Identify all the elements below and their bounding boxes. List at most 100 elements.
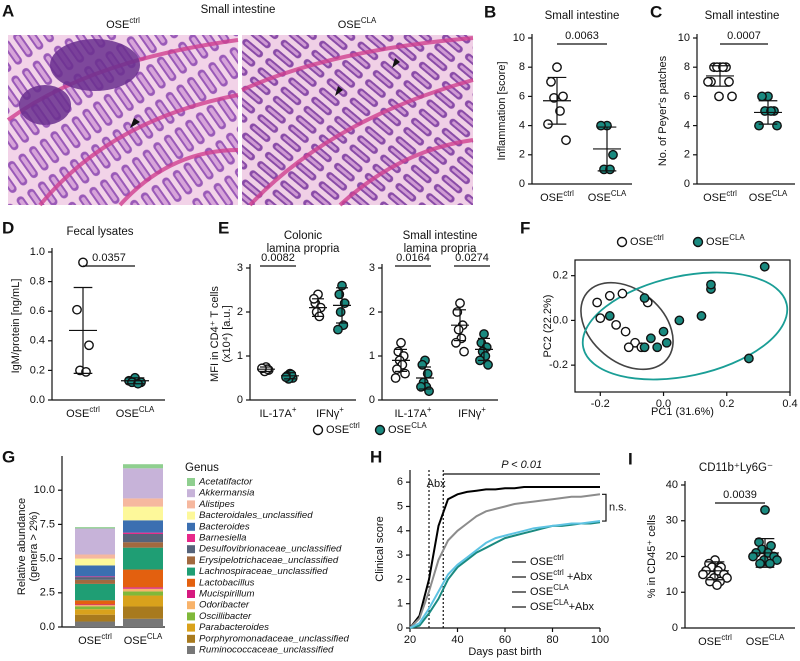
y-axis-label: Clinical score — [374, 516, 386, 581]
y-tick-label: 2 — [237, 306, 243, 318]
bar-segment — [75, 577, 115, 580]
data-point — [698, 569, 708, 580]
data-point — [658, 326, 669, 337]
data-point — [674, 315, 685, 326]
x-tick-label: 0.0 — [656, 398, 671, 410]
superscript: CLA — [611, 189, 627, 198]
data-point — [451, 337, 461, 348]
legend-label: Akkermansia — [198, 488, 254, 499]
legend-label: Lachnospiraceae_unclassified — [199, 566, 328, 577]
text-part: OSE — [588, 192, 611, 204]
data-point — [652, 342, 663, 353]
x-tick-label: IL-17A+ — [259, 405, 296, 420]
superscript: CLA — [139, 405, 155, 414]
legend-swatch — [187, 511, 195, 520]
x-tick-label: 100 — [591, 634, 609, 646]
x-tick-label: 80 — [546, 634, 558, 646]
panel-title: Colonic — [284, 230, 323, 242]
superscript: CLA — [772, 189, 788, 198]
y-tick-label: 40 — [666, 479, 678, 491]
text-part: +Abx — [564, 571, 593, 583]
y-tick-label: 10 — [513, 32, 525, 44]
superscript: ctrl — [726, 189, 737, 198]
data-point — [416, 381, 426, 392]
superscript: + — [481, 405, 486, 414]
text-part: OSE — [749, 192, 772, 204]
superscript: ctrl — [89, 405, 100, 414]
y-tick-label: 2 — [397, 573, 403, 585]
data-point — [712, 580, 722, 590]
legend-marker — [312, 424, 324, 436]
data-point — [639, 293, 650, 303]
y-tick-label: 30 — [666, 515, 678, 527]
bar-segment — [123, 468, 163, 499]
legend-swatch — [187, 567, 195, 576]
data-point — [479, 329, 489, 339]
image-label: OSECLA — [338, 16, 377, 31]
legend-label: Mucispirillum — [199, 589, 254, 600]
data-point — [281, 372, 291, 383]
y-tick-label: 8 — [519, 61, 525, 73]
x-tick-label: OSEctrl — [703, 189, 737, 204]
legend-swatch — [187, 612, 195, 621]
bar-segment — [123, 587, 163, 589]
panel-title: lamina propria — [267, 243, 340, 255]
y-tick-label: 10.0 — [34, 484, 55, 496]
p-value: 0.0007 — [727, 30, 761, 42]
text-part: OSE — [703, 192, 726, 204]
data-point — [592, 297, 603, 308]
legend-swatch — [187, 590, 195, 598]
data-point — [703, 76, 713, 87]
data-point — [766, 106, 776, 116]
panel-label: F — [520, 218, 530, 237]
y-tick-label: 3 — [237, 262, 243, 274]
y-tick-label: 1 — [397, 598, 403, 610]
p-value: 0.0274 — [455, 252, 489, 264]
ns-bracket — [602, 493, 607, 522]
data-point — [743, 353, 754, 364]
superscript: CLA — [553, 583, 569, 592]
panel-title: Small intestine — [705, 10, 780, 22]
data-point — [617, 288, 628, 299]
panel-title: Small intestine — [403, 230, 478, 242]
legend-marker — [374, 424, 386, 436]
superscript: CLA — [361, 16, 377, 25]
data-point — [561, 135, 571, 146]
data-point — [81, 366, 91, 377]
text-part: OSE — [78, 635, 101, 647]
x-axis-label: Days past birth — [468, 646, 541, 658]
data-point — [604, 290, 615, 301]
y-tick-label: 5.0 — [40, 553, 55, 565]
superscript: CLA — [769, 633, 785, 642]
legend-label: Porphyromonadaceae_unclassified — [199, 633, 350, 644]
text-part: OSE — [530, 586, 553, 598]
x-tick-label: IFNγ+ — [458, 405, 486, 420]
legend-label: Lactobacillus — [199, 577, 255, 588]
data-point — [455, 298, 465, 309]
panel-label: E — [218, 218, 229, 237]
bar-segment — [123, 588, 163, 592]
y-tick-label: 4 — [519, 120, 525, 132]
y-axis-label: No. of Peyer's patches — [657, 55, 669, 166]
legend-label: Bacteroidales_unclassified — [199, 510, 313, 521]
data-point — [754, 120, 764, 131]
bar-segment — [75, 565, 115, 577]
y-tick-label: 0.2 — [553, 270, 568, 282]
series-line — [409, 486, 600, 629]
x-tick-label: -0.2 — [591, 398, 610, 410]
p-value: 0.0164 — [396, 252, 430, 264]
legend-label: OSEctrl — [530, 553, 564, 568]
data-point — [639, 342, 650, 353]
legend-label: OSECLA+Abx — [530, 598, 595, 613]
bar-segment — [75, 614, 115, 622]
y-axis-label: PC2 (22.2%) — [542, 295, 554, 358]
y-tick-label: 2 — [369, 306, 375, 318]
y-tick-label: 3 — [397, 549, 403, 561]
x-tick-label: 20 — [404, 634, 416, 646]
superscript: ctrl — [653, 233, 664, 242]
text-part: OSE — [706, 236, 729, 248]
y-tick-label: 10 — [666, 586, 678, 598]
p-value: 0.0082 — [261, 252, 295, 264]
legend-swatch — [187, 556, 195, 565]
legend-swatch — [187, 545, 195, 554]
